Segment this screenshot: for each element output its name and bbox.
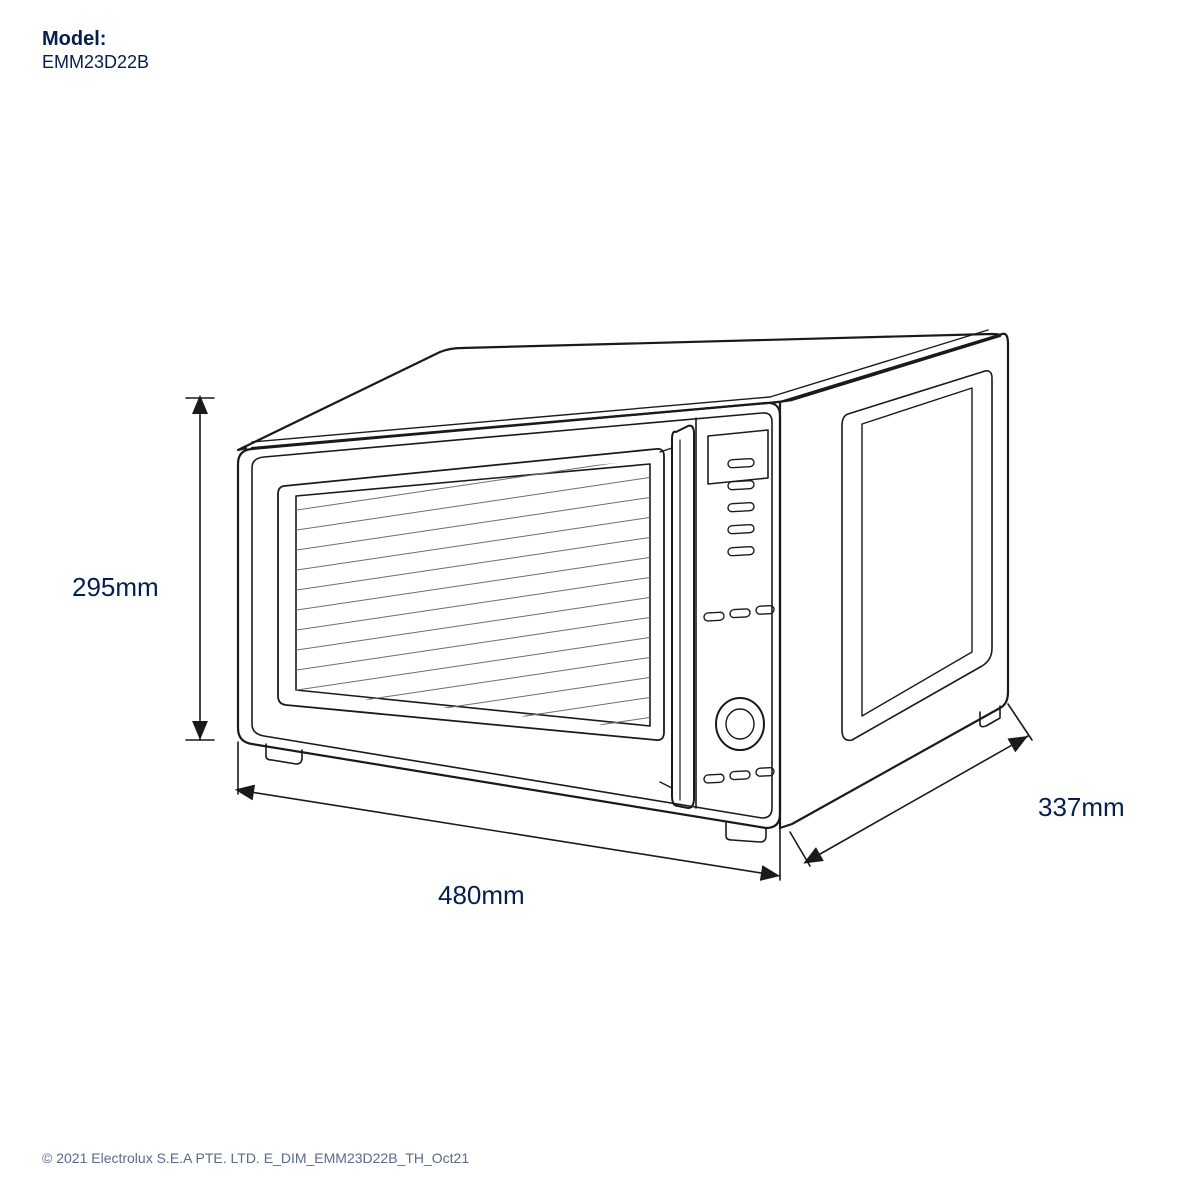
dim-depth: [790, 704, 1032, 866]
dim-height: [186, 398, 214, 740]
microwave-side-vent-inner: [862, 388, 972, 716]
door-window-inner: [296, 464, 650, 726]
microwave-side-face: [780, 334, 1008, 828]
door-window-hatching: [230, 430, 700, 800]
menu-pills: [728, 458, 754, 555]
microwave-front-face: [238, 403, 780, 828]
row-pills-2: [704, 767, 774, 783]
row-pills-1: [704, 605, 774, 621]
control-dial: [716, 698, 764, 750]
technical-drawing-svg: [0, 0, 1200, 1200]
copyright-text: © 2021 Electrolux S.E.A PTE. LTD. E_DIM_…: [42, 1150, 469, 1166]
display: [708, 430, 768, 484]
microwave-side-vent: [842, 371, 992, 740]
dim-width: [238, 742, 780, 880]
control-panel: [704, 430, 774, 783]
door-handle: [660, 426, 694, 808]
page-root: Model: EMM23D22B 295mm 480mm 337mm: [0, 0, 1200, 1200]
